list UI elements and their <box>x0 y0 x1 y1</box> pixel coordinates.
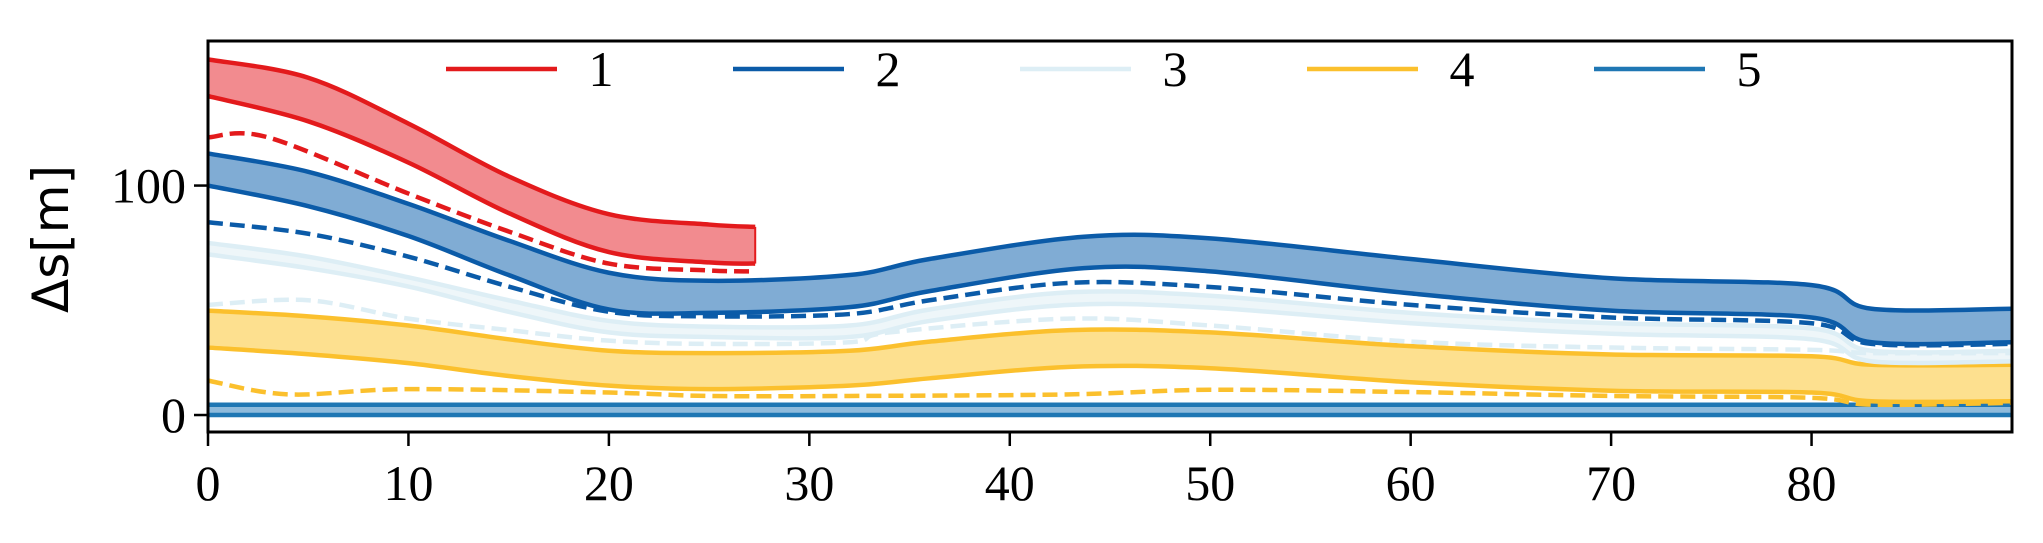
lower-line-1 <box>207 93 756 266</box>
legend-item-2: 2 <box>733 41 901 97</box>
dashed-line-1 <box>207 131 756 274</box>
x-tick-label: 70 <box>1586 455 1636 511</box>
band-fill-2 <box>208 153 2012 345</box>
legend-item-1: 1 <box>446 41 614 97</box>
x-tick-label: 0 <box>196 455 221 511</box>
band-fill-4 <box>208 310 2012 402</box>
legend-label: 1 <box>589 41 614 97</box>
series-5 <box>208 402 2012 418</box>
series-3 <box>207 240 2013 366</box>
y-axis: 0 100 <box>111 158 208 443</box>
axes-frame <box>206 39 2014 434</box>
legend-label: 3 <box>1163 41 1188 97</box>
upper-line-1 <box>207 57 756 230</box>
legend: 1 2 3 4 5 <box>446 41 1762 97</box>
lower-line-2 <box>207 183 2013 347</box>
legend-label: 4 <box>1450 41 1475 97</box>
dashed-line-4 <box>207 378 2013 408</box>
lower-line-4 <box>207 345 2013 405</box>
legend-item-5: 5 <box>1594 41 1762 97</box>
x-tick-label: 80 <box>1787 455 1837 511</box>
band-fill-1 <box>208 59 756 264</box>
x-tick-label: 10 <box>383 455 433 511</box>
series-2 <box>207 151 2013 348</box>
upper-line-4 <box>207 308 2013 368</box>
series-1 <box>207 57 757 274</box>
dashed-line-2 <box>207 220 2013 348</box>
x-tick-label: 60 <box>1386 455 1436 511</box>
dashed-line-3 <box>207 297 2013 356</box>
upper-line-2 <box>207 151 2013 313</box>
x-tick-label: 20 <box>584 455 634 511</box>
legend-item-3: 3 <box>1020 41 1188 97</box>
y-tick-label: 100 <box>111 158 186 214</box>
y-axis-label: Δs[m] <box>22 165 80 313</box>
x-tick-label: 40 <box>985 455 1035 511</box>
band-fill-5 <box>208 404 2012 416</box>
lower-line-3 <box>207 252 2013 366</box>
plot-area <box>207 57 2013 418</box>
y-tick-label: 0 <box>161 387 186 443</box>
series-4 <box>207 308 2013 408</box>
legend-label: 5 <box>1737 41 1762 97</box>
legend-label: 2 <box>876 41 901 97</box>
upper-line-3 <box>207 240 2013 355</box>
legend-item-4: 4 <box>1307 41 1475 97</box>
x-axis: 0 10 20 30 40 50 60 70 80 <box>196 432 1837 511</box>
x-tick-label: 30 <box>784 455 834 511</box>
x-tick-label: 50 <box>1185 455 1235 511</box>
